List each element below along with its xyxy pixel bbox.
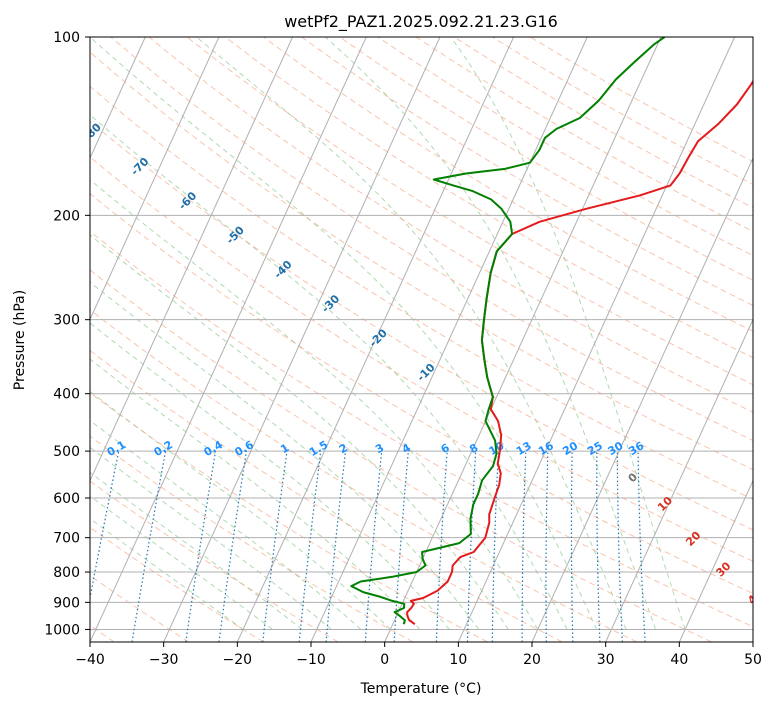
moist-adiabat-line — [90, 179, 539, 630]
x-tick-label: 30 — [597, 652, 615, 668]
x-tick-label: −20 — [223, 652, 253, 668]
plot-frame — [89, 36, 754, 643]
dry-adiabat-line — [90, 392, 488, 642]
moist-adiabat-line — [90, 358, 421, 630]
x-tick-label: −40 — [75, 652, 105, 668]
isotherm-gridline — [90, 37, 367, 642]
mixing-ratio-line — [218, 451, 247, 642]
moist-adiabat-line — [90, 322, 450, 630]
y-tick-label: 500 — [53, 444, 80, 460]
y-tick-label: 1000 — [44, 622, 80, 638]
isotherm-gridline — [236, 37, 515, 642]
x-tick-label: 20 — [523, 652, 541, 668]
isotherm-gridline — [531, 156, 753, 642]
dry-adiabat-line — [90, 193, 753, 595]
dry-adiabat-line — [90, 349, 563, 642]
x-tick-label: 10 — [449, 652, 467, 668]
isotherm-gridline — [457, 37, 736, 642]
y-tick-label: 800 — [53, 565, 80, 581]
moist-adiabat-line — [196, 37, 627, 630]
x-tick-label: −10 — [296, 652, 326, 668]
moist-adiabat-line — [325, 37, 657, 630]
moist-adiabat-line — [90, 419, 362, 630]
dry-adiabat-line — [90, 85, 753, 500]
isotherm-gridline — [163, 37, 441, 642]
background-lines — [90, 37, 753, 642]
mixing-ratio-line — [364, 451, 383, 642]
moist-adiabat-line — [90, 37, 598, 630]
mixing-ratio-line — [298, 451, 322, 642]
isotherm-gridline — [605, 318, 753, 642]
y-tick-label: 200 — [53, 208, 80, 224]
mixing-ratio-line — [325, 451, 347, 642]
x-tick-label: 40 — [670, 652, 688, 668]
isotherm-gridline — [90, 37, 294, 482]
y-tick-label: 300 — [53, 313, 80, 329]
temperature-profile-line — [406, 79, 753, 626]
moist-adiabat-line — [90, 446, 332, 630]
y-tick-label: 700 — [53, 531, 80, 547]
x-tick-label: 50 — [744, 652, 762, 668]
mixing-ratio-line — [185, 451, 217, 642]
dry-adiabat-line — [186, 37, 753, 386]
isotherm-gridline — [90, 37, 220, 321]
x-tick-label: −30 — [149, 652, 179, 668]
isotherm-gridline — [310, 37, 588, 642]
dry-adiabat-line — [301, 37, 753, 307]
mixing-ratio-line — [262, 451, 288, 642]
x-axis-title: Temperature (°C) — [360, 681, 482, 697]
x-axis: −40 −30 −20 −10 0 10 20 30 40 50 — [75, 642, 762, 668]
dry-adiabat-line — [110, 37, 753, 442]
y-tick-label: 600 — [53, 491, 80, 507]
isotherm-gridline — [384, 37, 662, 642]
dry-adiabat-line — [90, 309, 638, 642]
y-tick-label: 400 — [53, 387, 80, 403]
moist-adiabat-line — [90, 281, 480, 630]
moist-adiabat-line — [90, 114, 568, 630]
dry-adiabat-line — [90, 480, 339, 642]
y-tick-label: 900 — [53, 595, 80, 611]
y-axis-title: Pressure (hPa) — [12, 290, 28, 390]
dry-adiabat-line — [90, 230, 753, 628]
y-tick-label: 100 — [53, 30, 80, 46]
x-tick-label: 0 — [380, 652, 389, 668]
dry-adiabat-label: 40 — [745, 587, 765, 607]
dry-adiabat-line — [90, 120, 753, 531]
y-axis: 100 200 300 400 500 600 700 800 900 1000 — [44, 30, 90, 638]
chart-title: wetPf2_PAZ1.2025.092.21.23.G16 — [284, 12, 558, 32]
dewpoint-profile-line — [350, 37, 666, 625]
isotherm-gridline — [90, 37, 146, 160]
isotherm-gridline — [678, 479, 753, 642]
moist-adiabat-line — [90, 390, 391, 630]
profile-series — [350, 37, 753, 626]
dry-adiabat-line — [148, 37, 753, 413]
dry-adiabat-line — [263, 37, 753, 332]
